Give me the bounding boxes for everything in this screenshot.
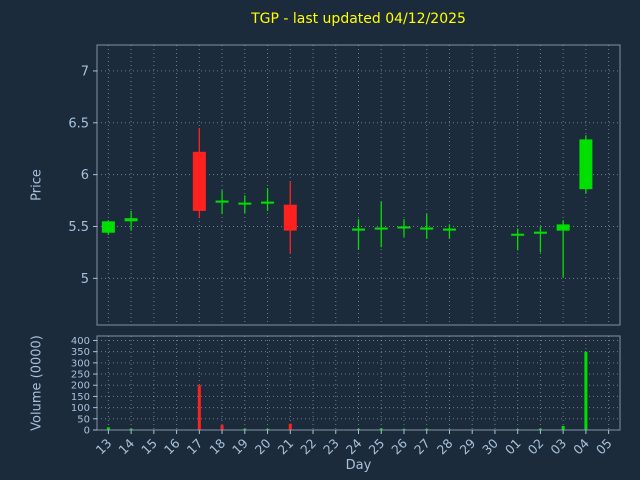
candle-body-19: [238, 202, 252, 205]
day-tick-label: 30: [479, 435, 501, 457]
volume-bar-25: [379, 428, 383, 430]
day-axis-label: Day: [345, 458, 372, 473]
candle-body-27: [420, 227, 434, 230]
volume-bar-02: [538, 428, 542, 430]
volume-tick-label: 400: [71, 336, 90, 347]
candle-body-20: [261, 201, 275, 204]
candle-body-24: [352, 228, 365, 231]
price-tick-label: 6.5: [68, 116, 89, 131]
volume-tick-label: 50: [77, 414, 90, 425]
volume-bar-24: [357, 428, 360, 430]
volume-bar-03: [561, 425, 565, 430]
volume-bar-04: [584, 351, 588, 430]
day-tick-label: 22: [297, 436, 319, 458]
candle-body-03: [556, 224, 570, 231]
day-tick-label: 03: [547, 436, 569, 458]
price-tick-label: 5: [81, 272, 89, 287]
candle-body-01: [511, 233, 525, 236]
volume-tick-label: 0: [84, 426, 90, 437]
candle-body-25: [374, 227, 388, 230]
day-tick-label: 17: [184, 436, 206, 458]
chart-title: TGP - last updated 04/12/2025: [251, 11, 466, 27]
price-tick-label: 7: [81, 64, 89, 79]
volume-bar-18: [220, 425, 224, 430]
day-tick-label: 16: [161, 435, 183, 457]
day-tick-label: 15: [138, 436, 160, 458]
candle-body-28: [442, 228, 456, 231]
volume-tick-label: 150: [71, 392, 90, 403]
day-tick-label: 28: [434, 435, 456, 457]
day-tick-label: 23: [320, 436, 342, 458]
candle-body-04: [579, 139, 593, 190]
day-tick-label: 18: [206, 435, 228, 457]
volume-tick-label: 200: [71, 381, 90, 392]
day-tick-label: 04: [570, 435, 592, 457]
day-tick-label: 21: [275, 436, 297, 458]
candle-body-14: [124, 218, 138, 222]
volume-tick-label: 100: [71, 403, 90, 414]
day-tick-label: 01: [502, 436, 524, 458]
day-tick-label: 05: [593, 436, 615, 458]
candle-body-18: [215, 200, 229, 203]
candle-body-13: [101, 221, 115, 233]
day-tick-label: 29: [456, 435, 478, 457]
day-tick-label: 19: [229, 435, 251, 457]
day-tick-label: 24: [343, 435, 365, 457]
volume-bar-13: [106, 427, 110, 430]
volume-bar-14: [129, 428, 133, 430]
candle-body-17: [192, 151, 206, 211]
volume-bar-20: [266, 428, 270, 430]
day-tick-label: 13: [93, 436, 115, 458]
price-tick-label: 6: [81, 168, 89, 183]
day-tick-label: 25: [366, 436, 388, 458]
day-tick-label: 20: [252, 435, 274, 457]
volume-bar-19: [243, 428, 247, 430]
candle-body-21: [283, 204, 297, 231]
day-tick-label: 14: [115, 435, 137, 457]
day-tick-label: 02: [525, 436, 547, 458]
volume-tick-label: 350: [71, 347, 90, 358]
candle-body-26: [397, 226, 411, 229]
volume-bar-27: [425, 428, 429, 430]
day-tick-label: 26: [388, 435, 410, 457]
candle-body-02: [533, 231, 547, 234]
volume-bar-17: [197, 385, 201, 430]
volume-bar-21: [288, 423, 292, 430]
volume-tick-label: 250: [71, 370, 90, 381]
price-tick-label: 5.5: [68, 220, 89, 235]
day-tick-label: 27: [411, 436, 433, 458]
volume-tick-label: 300: [71, 358, 90, 369]
